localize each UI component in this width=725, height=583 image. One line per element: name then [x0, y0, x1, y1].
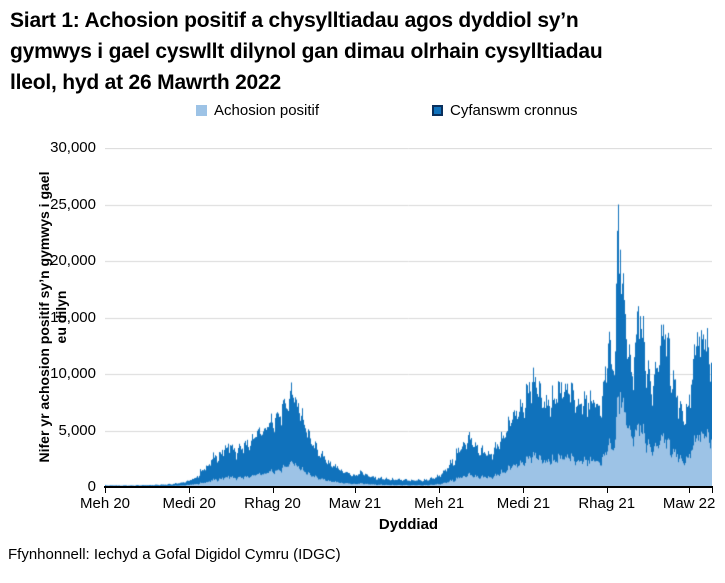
x-tick-label: Medi 20: [162, 495, 216, 512]
x-tick-mark: [105, 488, 106, 493]
legend-label-cyfanswm-cronnus: Cyfanswm cronnus: [450, 102, 578, 119]
x-tick-label: Meh 21: [414, 495, 465, 512]
legend-swatch-cyfanswm-cronnus: [432, 105, 443, 116]
y-tick-label: 25,000: [50, 195, 96, 213]
legend-item-achosion-positif: Achosion positif: [196, 103, 319, 118]
chart-title-line-1: Siart 1: Achosion positif a chysylltiada…: [10, 9, 579, 32]
y-tick-label: 0: [87, 478, 96, 495]
legend-swatch-achosion-positif: [196, 105, 207, 116]
x-tick-mark: [606, 488, 608, 493]
chart-title-line-3: lleol, hyd at 26 Mawrth 2022: [10, 71, 281, 94]
y-tick-label: 30,000: [50, 139, 96, 156]
x-tick-mark: [523, 488, 525, 493]
x-tick-label: Maw 22: [662, 495, 716, 512]
x-tick-label: Meh 20: [79, 495, 131, 512]
x-tick-mark: [189, 488, 191, 493]
x-tick-mark: [272, 488, 274, 493]
x-tick-label: Rhag 21: [578, 495, 636, 512]
x-axis-title: Dyddiad: [378, 516, 439, 533]
legend-label-achosion-positif: Achosion positif: [214, 102, 320, 119]
x-tick-label: Medi 21: [496, 495, 551, 512]
x-tick-label: Rhag 20: [244, 495, 301, 512]
x-tick-mark: [439, 488, 441, 493]
x-tick-mark: [689, 488, 691, 493]
chart-title-line-2: gymwys i gael cyswllt dilynol gan dimau …: [10, 40, 603, 63]
x-axis-line: [104, 486, 713, 488]
chart-canvas: [105, 148, 712, 487]
y-tick-label: 5,000: [58, 421, 96, 439]
y-tick-label: 20,000: [50, 252, 96, 269]
y-tick-label: 15,000: [50, 308, 96, 326]
source-note: Ffynhonnell: Iechyd a Gofal Digidol Cymr…: [8, 546, 341, 563]
legend-item-cyfanswm-cronnus: Cyfanswm cronnus: [432, 103, 578, 118]
x-tick-label: Maw 21: [328, 495, 382, 512]
x-tick-mark: [354, 488, 356, 493]
y-tick-label: 10,000: [50, 365, 96, 382]
chart-title: Siart 1: Achosion positif a chysylltiada…: [10, 5, 722, 98]
x-tick-mark: [712, 488, 713, 493]
